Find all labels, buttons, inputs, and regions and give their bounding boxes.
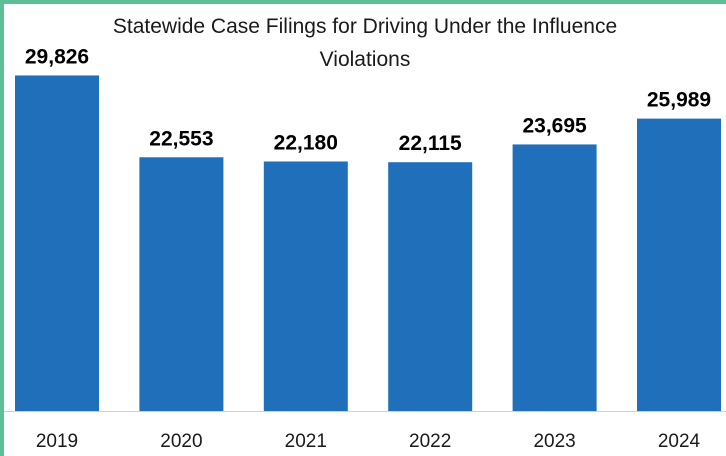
bar-2020 (139, 157, 224, 411)
data-label-2020: 22,553 (149, 127, 213, 150)
chart-title-line-2: Violations (319, 48, 411, 71)
bar-series (15, 75, 721, 412)
x-tick-label-2024: 2024 (658, 431, 701, 452)
x-tick-label-2023: 2023 (533, 431, 575, 452)
x-tick-labels: 2019 2020 2021 2022 2023 2024 (36, 431, 701, 452)
data-label-2019: 29,826 (25, 45, 89, 68)
data-labels: 29,826 22,553 22,180 22,115 23,695 25,989 (25, 45, 711, 155)
bar-2019 (15, 75, 99, 412)
x-tick-label-2022: 2022 (409, 431, 451, 452)
bar-2024 (637, 118, 721, 411)
bar-2023 (512, 144, 597, 411)
data-label-2023: 23,695 (522, 114, 587, 137)
x-tick-label-2020: 2020 (160, 431, 202, 452)
x-tick-label-2019: 2019 (36, 431, 78, 452)
data-label-2022: 22,115 (399, 132, 462, 155)
x-tick-label-2021: 2021 (285, 431, 327, 452)
data-label-2024: 25,989 (647, 89, 711, 112)
chart-title-line-1: Statewide Case Filings for Driving Under… (112, 15, 618, 38)
bar-2021 (263, 161, 348, 411)
bar-2022 (388, 162, 473, 411)
data-label-2021: 22,180 (274, 131, 338, 154)
chart-title: Statewide Case Filings for Driving Under… (4, 10, 726, 76)
